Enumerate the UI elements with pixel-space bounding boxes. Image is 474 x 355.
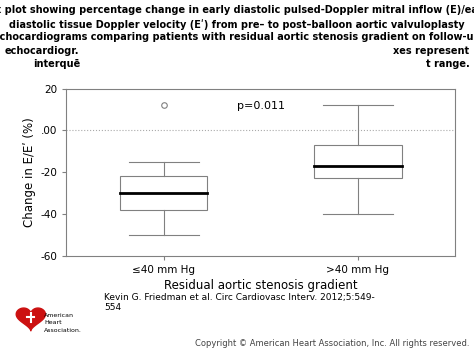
- Polygon shape: [16, 308, 46, 331]
- Text: diastolic tissue Doppler velocity (Eʹ) from pre– to post–balloon aortic valvulop: diastolic tissue Doppler velocity (Eʹ) f…: [9, 19, 465, 30]
- Text: Box plot showing percentage change in early diastolic pulsed-Doppler mitral infl: Box plot showing percentage change in ea…: [0, 5, 474, 15]
- Text: p=0.011: p=0.011: [237, 101, 285, 111]
- Text: xes represent: xes represent: [393, 46, 469, 56]
- Bar: [120, 176, 207, 210]
- Y-axis label: Change in E/Eʹ (%): Change in E/Eʹ (%): [23, 117, 36, 227]
- Text: echocardiograms comparing patients with residual aortic stenosis gradient on fol: echocardiograms comparing patients with …: [0, 32, 474, 42]
- X-axis label: Residual aortic stenosis gradient: Residual aortic stenosis gradient: [164, 279, 357, 292]
- Text: interquē: interquē: [33, 59, 81, 69]
- Text: Kevin G. Friedman et al. Circ Cardiovasc Interv. 2012;5:549-
554: Kevin G. Friedman et al. Circ Cardiovasc…: [104, 293, 375, 312]
- Text: t range.: t range.: [426, 59, 469, 69]
- Text: American: American: [44, 313, 74, 318]
- Bar: [314, 145, 401, 179]
- Text: Association.: Association.: [44, 328, 82, 333]
- Text: echocardiogr.: echocardiogr.: [5, 46, 79, 56]
- Text: Copyright © American Heart Association, Inc. All rights reserved.: Copyright © American Heart Association, …: [195, 339, 469, 348]
- Text: Heart: Heart: [44, 320, 62, 325]
